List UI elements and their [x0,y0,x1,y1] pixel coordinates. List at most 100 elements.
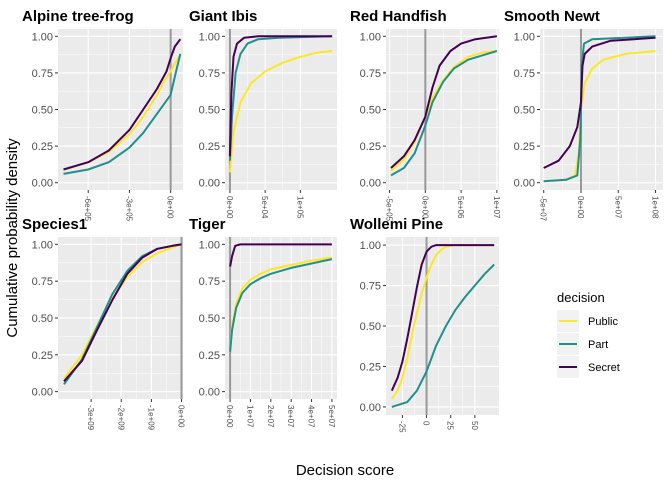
y-tick-label: 1.00 [199,239,220,251]
y-tick-label: 0.50 [360,321,381,333]
series-line-public [63,243,182,380]
y-tick-label: 0.25 [360,361,381,373]
y-tick-label: 0.75 [32,68,53,80]
x-tick-label: 50 [470,421,479,430]
y-tick-label: 0.00 [360,178,381,190]
y-tick-label: 0.50 [199,105,220,117]
x-tick-label: 25 [446,421,455,430]
facet-title: Smooth Newt [504,8,600,25]
y-tick-label: 1.00 [360,240,381,252]
y-tick-label: 0.00 [199,387,220,399]
y-tick-label: 0.00 [32,387,53,399]
y-tick-label: 0.50 [32,313,53,325]
x-tick-label: -2e+09 [116,405,125,431]
y-tick-label: 1.00 [514,31,535,43]
x-tick-label: 3e+07 [286,405,295,428]
facet-panel: 0.00 0.25 0.50 0.75 1.00 0e+00 1e+07 2e+07 3e+07… [189,216,337,428]
series-line-part [229,258,333,352]
series-line-part [543,35,656,183]
series-line-public [390,244,495,400]
x-tick-label: 4e+07 [307,405,316,428]
x-tick-label: 0e+00 [576,196,585,219]
y-tick-label: 1.00 [32,239,53,251]
series-line-secret [543,36,656,169]
y-tick-label: 0.75 [360,281,381,293]
x-tick-label: 5e+07 [327,405,336,428]
y-tick-label: 0.25 [360,141,381,153]
facet-panels: 0.00 0.25 0.50 0.75 1.00 -6e+05 -3e+05 0e+00 Alp… [22,8,663,433]
series-line-secret [63,38,182,171]
series-line-secret [228,35,333,157]
series-line-secret [390,35,498,169]
y-tick-label: 0.50 [199,313,220,325]
y-tick-label: 1.00 [199,31,220,43]
legend-title: decision [557,290,605,305]
y-tick-label: 0.00 [32,178,53,190]
y-tick-label: 0.75 [199,68,220,80]
series-line-part [390,50,498,177]
x-tick-label: 5e+04 [260,196,269,219]
facet-panel: 0.00 0.25 0.50 0.75 1.00 -3e+09 -2e+09 -1e+09 0e… [22,216,185,431]
facet-panel: 0.00 0.25 0.50 0.75 1.00 -5e+07 0e+00 5e+07 1e+0… [504,8,663,222]
y-tick-label: 1.00 [360,31,381,43]
y-tick-label: 0.50 [514,105,535,117]
y-tick-label: 0.00 [360,402,381,414]
y-tick-label: 0.75 [514,68,535,80]
y-tick-label: 0.25 [199,350,220,362]
x-tick-label: -5e+07 [539,196,548,222]
y-tick-label: 0.50 [32,105,53,117]
y-tick-label: 0.25 [32,141,53,153]
y-tick-label: 0.25 [32,350,53,362]
series-line-secret [229,243,332,267]
y-tick-label: 0.00 [199,178,220,190]
y-tick-label: 0.25 [514,141,535,153]
facet-title: Red Handfish [350,8,447,25]
x-tick-label: 0e+00 [225,405,234,428]
x-tick-label: -3e+09 [86,405,95,431]
y-axis-label: Cumulative probability density [4,138,21,338]
x-tick-label: 0e+00 [420,196,429,219]
facet-panel: 0.00 0.25 0.50 0.75 1.00 -5e+05 0e+00 5e+06 1e+0… [350,8,501,222]
x-tick-label: 1e+08 [651,196,660,219]
x-tick-label: 1e+07 [492,196,501,219]
x-tick-label: 1e+07 [245,405,254,428]
legend-label: Part [588,339,608,351]
y-tick-label: 0.75 [32,276,53,288]
series-line-secret [390,244,495,392]
facet-title: Wollemi Pine [350,216,443,233]
facet-panel: 0.00 0.25 0.50 0.75 1.00 -25 0 25 50 Wollemi Pine [350,216,499,433]
y-tick-label: 0.25 [199,141,220,153]
x-tick-label: 0e+00 [166,196,175,219]
x-tick-label: -1e+09 [146,405,155,431]
series-line-part [63,53,182,175]
legend-label: Public [588,316,618,328]
facet-title: Species1 [22,216,87,233]
x-axis-label: Decision score [296,462,394,479]
x-tick-label: 0 [422,421,431,426]
y-tick-label: 0.75 [199,276,220,288]
legend: decision Public Part Secret [557,290,620,378]
legend-label: Secret [588,362,620,374]
x-tick-label: -3e+05 [124,196,133,222]
y-tick-label: 1.00 [32,31,53,43]
series-line-public [228,50,333,173]
facet-panel: 0.00 0.25 0.50 0.75 1.00 -6e+05 -3e+05 0e+00 Alp… [22,8,183,222]
y-tick-label: 0.75 [360,68,381,80]
x-tick-label: 1e+05 [295,196,304,219]
facet-title: Alpine tree-frog [22,8,134,25]
x-tick-label: 0e+00 [176,405,185,428]
facet-title: Tiger [189,216,226,233]
facet-panel: 0.00 0.25 0.50 0.75 1.00 0e+00 5e+04 1e+05 Giant… [189,8,337,219]
x-tick-label: -6e+05 [83,196,92,222]
x-tick-label: 0e+00 [225,196,234,219]
x-tick-label: -25 [397,421,406,433]
series-line-public [390,50,497,172]
x-tick-label: 5e+07 [613,196,622,219]
series-line-secret [63,243,182,382]
facet-title: Giant Ibis [189,8,257,25]
series-line-part [228,35,333,161]
x-tick-label: -5e+05 [385,196,394,222]
y-tick-label: 0.00 [514,178,535,190]
x-tick-label: 5e+06 [456,196,465,219]
